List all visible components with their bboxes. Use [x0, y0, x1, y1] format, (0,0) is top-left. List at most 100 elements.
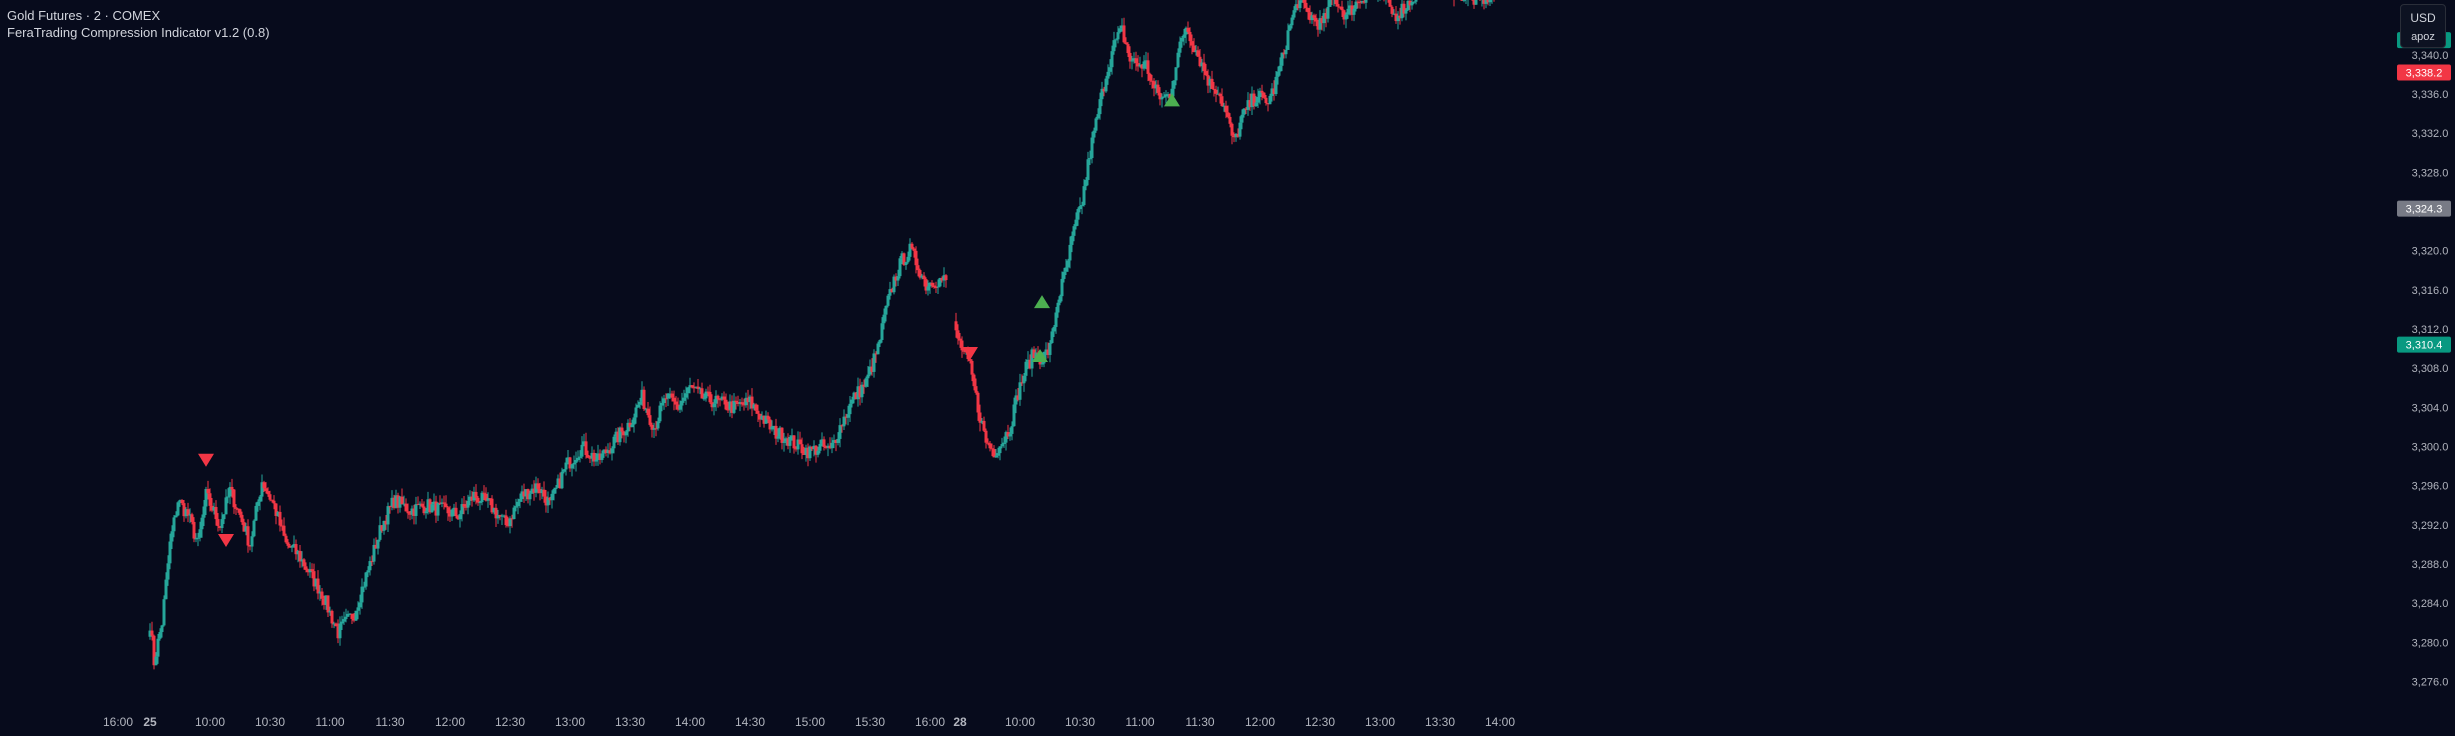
y-tick-label: 3,312.0	[2412, 324, 2449, 336]
candle-body	[856, 386, 860, 400]
candle-body	[1306, 7, 1310, 13]
candle-body	[172, 517, 176, 532]
candle-body	[364, 572, 368, 587]
signal-up-arrow-icon	[1164, 93, 1180, 107]
candle-body	[1224, 105, 1228, 113]
candle-body	[858, 386, 862, 398]
candle-body	[982, 420, 986, 431]
signal-up-arrow-icon	[1032, 348, 1048, 362]
candle-body	[388, 506, 392, 508]
candle-body	[248, 545, 252, 547]
candle-body	[156, 638, 160, 657]
price-axis[interactable]: 3,276.0 3,280.0 3,284.0 3,288.0 3,292.0 3,296…	[2400, 0, 2455, 736]
candle-body	[434, 501, 438, 516]
candle-body	[598, 453, 602, 460]
candle-body	[170, 531, 174, 542]
candle-body	[1350, 5, 1354, 15]
candle-body	[542, 489, 546, 497]
candle-body	[482, 492, 486, 494]
x-tick-label: 12:30	[495, 715, 525, 729]
candle-body	[1044, 349, 1048, 352]
candle-body	[1150, 80, 1154, 82]
candle-body	[1172, 80, 1176, 89]
y-tick-label: 3,296.0	[2412, 481, 2449, 493]
candle-body	[704, 391, 708, 399]
candle-body	[820, 439, 824, 444]
candle-body	[998, 446, 1002, 454]
x-tick-label: 10:30	[1065, 715, 1095, 729]
price-badge-label: 3,324.3	[2406, 204, 2443, 216]
candle-body	[710, 402, 714, 408]
candle-body	[1162, 96, 1166, 98]
candle-body	[1092, 130, 1096, 138]
price-badge-label: 3,310.4	[2406, 340, 2443, 352]
candle-body	[942, 275, 946, 281]
candle-body	[1482, 0, 1486, 4]
candle-body	[1102, 88, 1106, 92]
candle-body	[1066, 260, 1070, 268]
symbol-title[interactable]: Gold Futures · 2 · COMEX	[7, 8, 161, 23]
y-tick-label: 3,308.0	[2412, 363, 2449, 375]
candle-body	[1324, 13, 1328, 19]
candle-body	[822, 439, 826, 447]
candle-body	[990, 448, 994, 450]
candle-body	[1002, 442, 1006, 445]
candle-body	[536, 483, 540, 489]
candle-body	[1104, 78, 1108, 92]
candle-body	[714, 395, 718, 404]
price-badge-bg	[2397, 336, 2451, 353]
candle-body	[936, 286, 940, 288]
candle-body	[468, 496, 472, 501]
indicator-title[interactable]: FeraTrading Compression Indicator v1.2 (…	[7, 25, 270, 40]
candle-body	[382, 520, 386, 531]
candle-body	[632, 417, 636, 425]
candle-body	[180, 500, 184, 504]
candle-body	[1240, 114, 1244, 123]
candle-body	[636, 404, 640, 408]
candle-body	[718, 399, 722, 401]
candle-body	[1068, 244, 1072, 261]
signal-down-arrow-icon	[218, 534, 234, 547]
candle-body	[686, 387, 690, 394]
candle-body	[1146, 60, 1150, 74]
candle-body	[832, 440, 836, 443]
candle-body	[810, 446, 814, 450]
candle-body	[422, 506, 426, 514]
candle-body	[1180, 37, 1184, 42]
candle-body	[476, 497, 480, 503]
y-tick-label: 3,288.0	[2412, 559, 2449, 571]
candle-body	[712, 403, 716, 408]
candle-body	[692, 387, 696, 389]
candle-body	[1084, 179, 1088, 187]
y-tick-label: 3,304.0	[2412, 402, 2449, 414]
candle-body	[1232, 135, 1236, 138]
candle-body	[698, 388, 702, 390]
candle-body	[1138, 64, 1142, 67]
signals-layer	[198, 93, 1180, 547]
candle-body	[1412, 1, 1416, 3]
candle-body	[1304, 2, 1308, 8]
candle-body	[816, 450, 820, 455]
candle-body	[1248, 100, 1252, 108]
candle-body	[590, 452, 594, 459]
candle-body	[408, 513, 412, 515]
candle-body	[934, 287, 938, 289]
candle-body	[986, 442, 990, 444]
candle-body	[280, 525, 284, 527]
candle-body	[484, 493, 488, 501]
y-tick-label: 3,276.0	[2412, 677, 2449, 689]
candle-body	[154, 656, 158, 666]
candle-body	[252, 520, 256, 537]
candle-body	[1460, 0, 1464, 1]
candle-body	[984, 430, 988, 443]
candle-body	[450, 509, 454, 517]
currency-selector[interactable]: USD apoz	[2400, 4, 2446, 48]
time-axis[interactable]: :3016:002510:0010:3011:0011:3012:0012:30…	[0, 706, 2400, 736]
candle-body	[192, 521, 196, 539]
candle-body	[956, 330, 960, 339]
candle-body	[860, 384, 864, 398]
price-badge-bg	[2397, 200, 2451, 217]
candle-body	[794, 448, 798, 450]
